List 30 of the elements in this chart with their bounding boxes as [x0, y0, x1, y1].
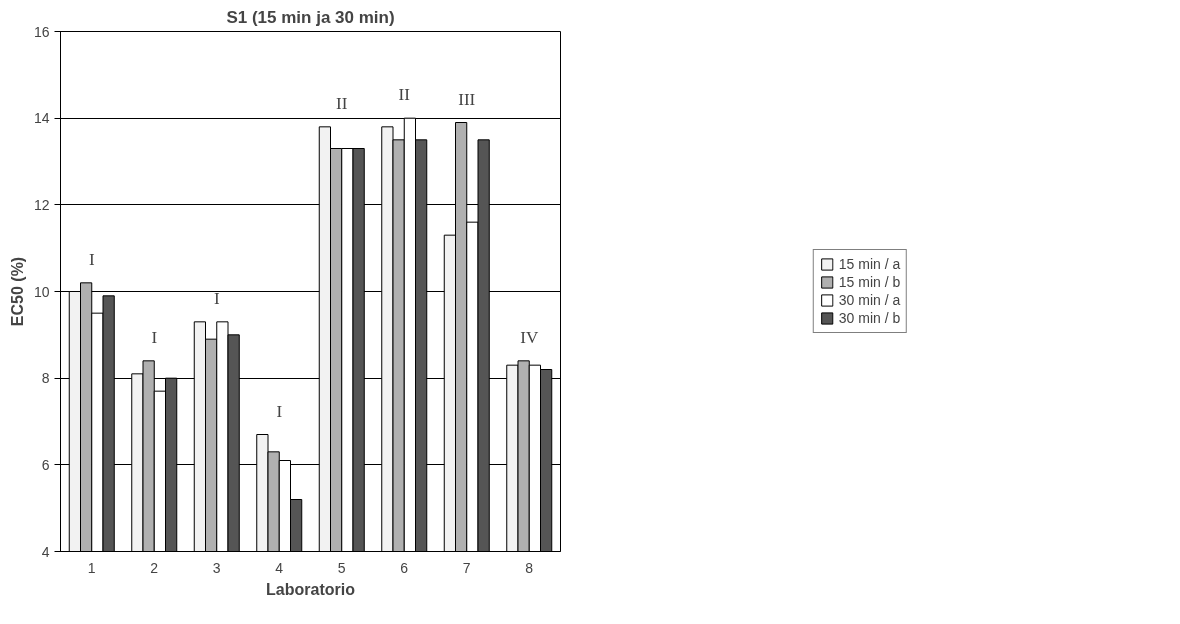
legend-label: 30 min / b: [838, 310, 901, 326]
chart-title: S1 (15 min ja 30 min): [226, 7, 395, 27]
x-tick-label: 7: [462, 559, 471, 576]
x-tick-label: 2: [150, 559, 159, 576]
annotation: II: [398, 85, 411, 105]
y-tick-label: 12: [33, 196, 50, 213]
annotation: I: [151, 327, 158, 347]
y-tick-label: 16: [33, 23, 50, 40]
legend-label: 30 min / a: [838, 292, 901, 308]
y-axis-title: EC50 (%): [8, 256, 26, 327]
x-tick-label: 1: [87, 559, 96, 576]
x-tick-label: 5: [337, 559, 346, 576]
annotation: IV: [520, 327, 539, 347]
annotation: II: [336, 93, 348, 113]
y-tick-label: 8: [41, 370, 50, 387]
x-tick-label: 3: [212, 559, 221, 576]
legend-label: 15 min / b: [838, 274, 901, 290]
y-tick-label: 14: [33, 110, 50, 127]
y-tick-label: 4: [41, 543, 50, 560]
annotation: III: [458, 89, 476, 109]
annotation: I: [88, 249, 95, 269]
x-tick-label: 8: [525, 559, 534, 576]
x-tick-label: 4: [275, 559, 284, 576]
annotation: I: [276, 401, 283, 421]
legend-label: 15 min / a: [838, 256, 901, 272]
y-tick-label: 6: [41, 456, 50, 473]
x-axis-title: Laboratorio: [266, 580, 356, 598]
y-tick-label: 10: [33, 283, 50, 300]
annotation: I: [213, 288, 220, 308]
x-tick-label: 6: [400, 559, 409, 576]
